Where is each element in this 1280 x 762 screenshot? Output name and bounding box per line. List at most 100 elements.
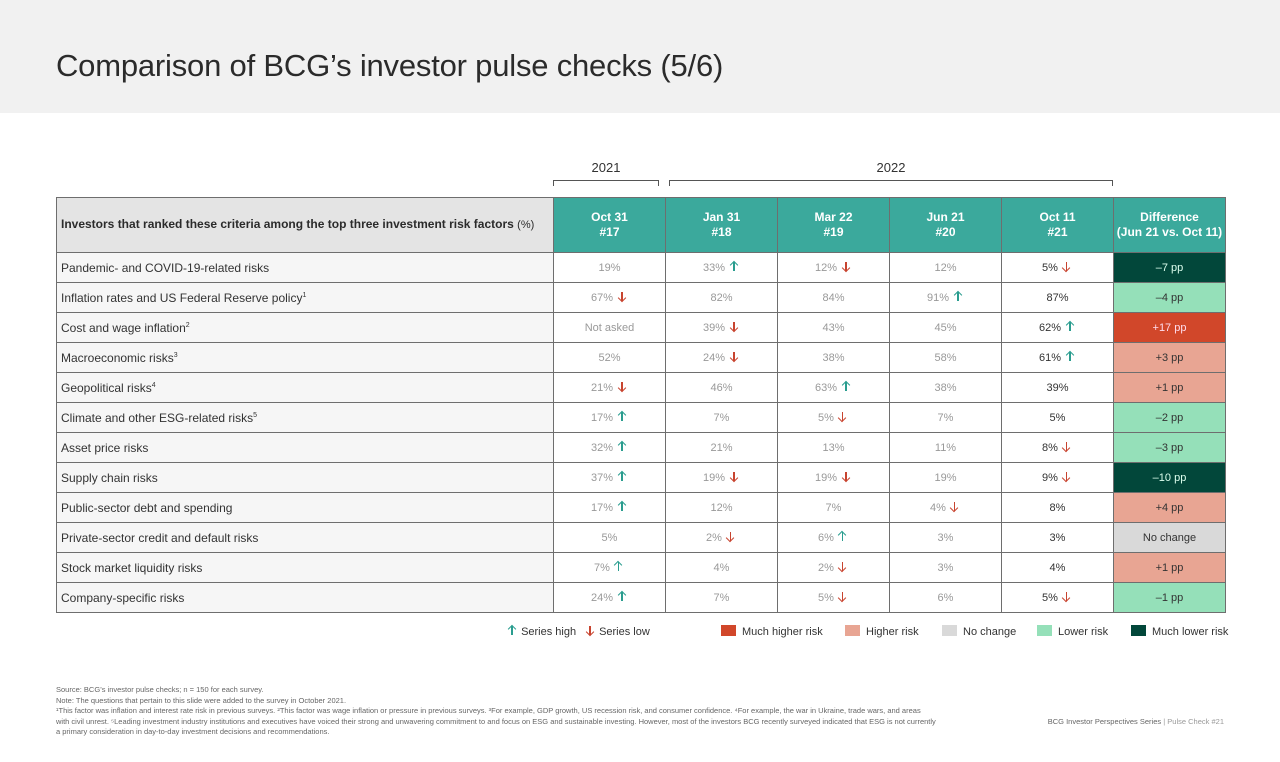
value-cell: 12% bbox=[777, 252, 890, 283]
value-cell: 38% bbox=[777, 342, 890, 373]
swatch-much-higher bbox=[721, 625, 736, 636]
year-label-2022: 2022 bbox=[876, 160, 906, 175]
arrow-up-icon bbox=[1064, 351, 1076, 362]
value-cell: 58% bbox=[889, 342, 1002, 373]
value-text: 45% bbox=[934, 321, 957, 334]
arrow-down-icon bbox=[1061, 261, 1073, 272]
value-text: 21% bbox=[710, 441, 733, 454]
arrow-down-icon bbox=[1061, 591, 1073, 602]
row-label: Cost and wage inflation2 bbox=[56, 312, 554, 343]
value-cell: 38% bbox=[889, 372, 1002, 403]
footnote-marker: 2 bbox=[185, 321, 190, 329]
value-text: 6% bbox=[818, 532, 834, 544]
difference-cell: –2 pp bbox=[1113, 402, 1226, 433]
arrow-up-icon bbox=[837, 531, 849, 542]
value-text: 3% bbox=[937, 531, 954, 544]
difference-cell: –10 pp bbox=[1113, 462, 1226, 493]
value-cell: 91% bbox=[889, 282, 1002, 313]
row-label: Supply chain risks bbox=[56, 462, 554, 493]
column-header-difference: Difference (Jun 21 vs. Oct 11) bbox=[1113, 197, 1226, 253]
value-cell: 3% bbox=[1001, 522, 1114, 553]
value-text: 2% bbox=[818, 562, 834, 574]
legend-much-lower: Much lower risk bbox=[1131, 625, 1228, 638]
value-cell: 4% bbox=[1001, 552, 1114, 583]
arrow-down-icon bbox=[1061, 471, 1073, 482]
value-text: 11% bbox=[934, 441, 957, 454]
value-cell: 19% bbox=[777, 462, 890, 493]
value-cell: 63% bbox=[777, 372, 890, 403]
row-label-text: Macroeconomic risks bbox=[61, 350, 174, 365]
value-cell: 45% bbox=[889, 312, 1002, 343]
footnote-note: Note: The questions that pertain to this… bbox=[56, 695, 347, 705]
value-cell: 9% bbox=[1001, 462, 1114, 493]
legend-series-low: Series low bbox=[581, 625, 650, 638]
table-row: Pandemic- and COVID-19-related risks 19% 3… bbox=[56, 252, 1226, 283]
value-text: 19% bbox=[598, 261, 621, 274]
row-label-text: Climate and other ESG-related risks bbox=[61, 410, 254, 425]
arrow-up-icon bbox=[728, 261, 740, 272]
footer-series: BCG Investor Perspectives Series | Pulse… bbox=[1048, 717, 1224, 726]
table-row: Public-sector debt and spending 17% 12% 7% 4… bbox=[56, 492, 1226, 523]
arrow-down-icon bbox=[728, 351, 740, 362]
value-text: 21% bbox=[590, 382, 614, 394]
value-text: 12% bbox=[814, 262, 838, 274]
value-text: 2% bbox=[706, 532, 722, 544]
value-cell: 67% bbox=[553, 282, 666, 313]
column-header-mar22: Mar 22 #19 bbox=[777, 197, 890, 253]
value-cell: Not asked bbox=[553, 312, 666, 343]
value-cell: 39% bbox=[665, 312, 778, 343]
row-label: Company-specific risks bbox=[56, 582, 554, 613]
value-cell: 7% bbox=[889, 402, 1002, 433]
arrow-up-icon bbox=[952, 291, 964, 302]
arrow-up-icon bbox=[616, 591, 628, 602]
value-text: 67% bbox=[590, 292, 614, 304]
value-cell: 4% bbox=[665, 552, 778, 583]
value-cell: 19% bbox=[553, 252, 666, 283]
value-cell: 8% bbox=[1001, 492, 1114, 523]
value-cell: 7% bbox=[777, 492, 890, 523]
value-text: 58% bbox=[934, 351, 957, 364]
value-cell: 19% bbox=[889, 462, 1002, 493]
row-label: Climate and other ESG-related risks5 bbox=[56, 402, 554, 433]
swatch-no-change bbox=[942, 625, 957, 636]
difference-cell: +1 pp bbox=[1113, 552, 1226, 583]
row-label-text: Geopolitical risks bbox=[61, 380, 152, 395]
footnote-marker: 4 bbox=[151, 381, 156, 389]
value-cell: 17% bbox=[553, 402, 666, 433]
row-label: Private-sector credit and default risks bbox=[56, 522, 554, 553]
value-text: 52% bbox=[598, 351, 621, 364]
value-cell: 12% bbox=[665, 492, 778, 523]
value-text: 37% bbox=[590, 472, 614, 484]
table-row: Macroeconomic risks3 52% 24% 38% 58% 61% +3 pp bbox=[56, 342, 1226, 373]
value-cell: 7% bbox=[665, 582, 778, 613]
value-cell: 12% bbox=[889, 252, 1002, 283]
value-text: 5% bbox=[818, 412, 834, 424]
value-cell: 32% bbox=[553, 432, 666, 463]
value-text: 7% bbox=[713, 411, 730, 424]
row-label: Public-sector debt and spending bbox=[56, 492, 554, 523]
value-cell: 82% bbox=[665, 282, 778, 313]
arrow-down-icon bbox=[840, 471, 852, 482]
legend-higher: Higher risk bbox=[845, 625, 919, 638]
value-text: 5% bbox=[1049, 411, 1066, 424]
row-label-text: Public-sector debt and spending bbox=[61, 500, 233, 515]
column-header-oct11: Oct 11 #21 bbox=[1001, 197, 1114, 253]
column-header-oct31: Oct 31 #17 bbox=[553, 197, 666, 253]
value-cell: 2% bbox=[665, 522, 778, 553]
value-text: 8% bbox=[1042, 442, 1058, 454]
value-text: 13% bbox=[822, 441, 845, 454]
value-cell: 62% bbox=[1001, 312, 1114, 343]
value-cell: 2% bbox=[777, 552, 890, 583]
value-cell: 24% bbox=[665, 342, 778, 373]
legend-no-change: No change bbox=[942, 625, 1016, 638]
arrow-down-icon bbox=[1061, 441, 1073, 452]
difference-cell: +4 pp bbox=[1113, 492, 1226, 523]
table-row: Supply chain risks 37% 19% 19% 19% 9% –10 pp bbox=[56, 462, 1226, 493]
value-cell: 7% bbox=[665, 402, 778, 433]
arrow-up-icon bbox=[613, 561, 625, 572]
value-cell: 39% bbox=[1001, 372, 1114, 403]
value-text: 61% bbox=[1038, 352, 1062, 364]
arrow-down-icon bbox=[725, 531, 737, 542]
value-text: 3% bbox=[1049, 531, 1066, 544]
footnote-details: ¹This factor was inflation and interest … bbox=[56, 706, 936, 736]
